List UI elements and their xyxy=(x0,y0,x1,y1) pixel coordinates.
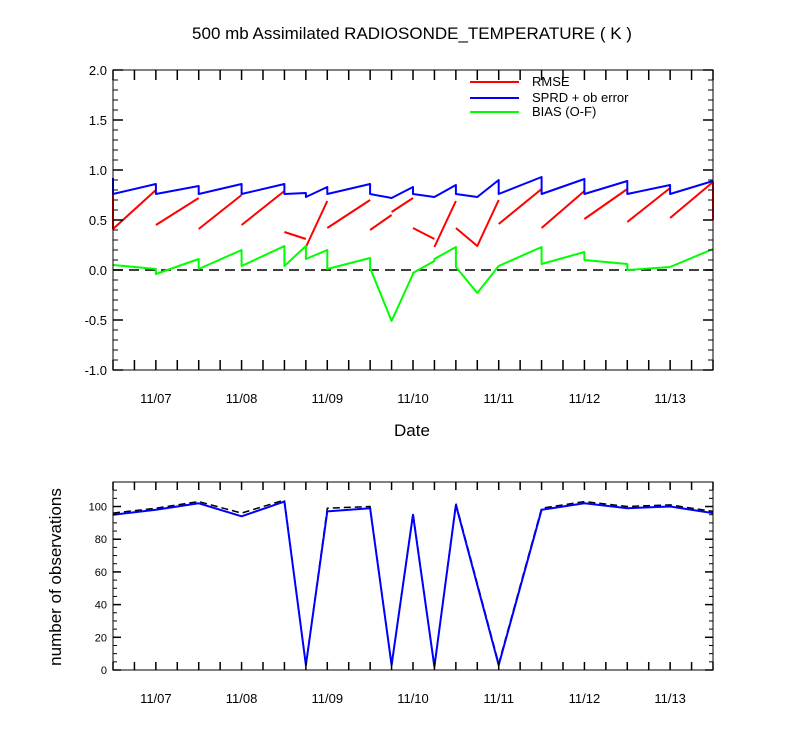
top-x-tick-label: 11/07 xyxy=(140,391,172,406)
top-plot-frame xyxy=(112,69,714,371)
series-line-rmse xyxy=(198,194,243,230)
bottom-y-tick-label: 80 xyxy=(95,534,107,546)
series-line-rmse xyxy=(583,188,628,220)
bottom-chart-ticks: 0 20 40 60 80 100 11/07 11/08 11/09 11/10 11/11 11/… xyxy=(89,481,714,706)
bottom-x-tick-label: 11/07 xyxy=(140,691,172,706)
series-line-rmse xyxy=(626,187,671,223)
series-line-sprd-ob-error xyxy=(112,176,714,199)
bottom-y-tick-label: 20 xyxy=(95,632,107,644)
legend: RMSE SPRD + ob error BIAS (O-F) xyxy=(470,74,629,119)
series-line-rmse xyxy=(304,200,329,248)
bottom-x-tick-label: 11/13 xyxy=(654,691,686,706)
top-y-tick-label: 1.0 xyxy=(89,163,107,178)
bottom-x-tick-label: 11/10 xyxy=(397,691,429,706)
series-line-rmse xyxy=(412,227,435,240)
top-y-tick-label: 0.5 xyxy=(89,213,107,228)
top-x-axis-label: Date xyxy=(394,421,430,440)
bottom-y-tick-label: 100 xyxy=(89,502,107,514)
series-line-rmse xyxy=(498,188,543,225)
series-line-possible-observations xyxy=(112,499,714,668)
top-x-tick-label: 11/09 xyxy=(311,391,343,406)
top-x-tick-label: 11/08 xyxy=(226,391,258,406)
series-line-rmse xyxy=(369,214,393,231)
top-chart-series xyxy=(112,176,714,322)
series-line-rmse xyxy=(326,199,371,229)
series-line-rmse xyxy=(455,199,500,247)
top-x-tick-label: 11/13 xyxy=(654,391,686,406)
series-line-rmse xyxy=(540,190,586,229)
bottom-y-tick-label: 40 xyxy=(95,600,107,612)
bottom-x-tick-label: 11/11 xyxy=(483,691,514,706)
top-y-tick-label: -0.5 xyxy=(85,313,107,328)
legend-label-rmse: RMSE xyxy=(532,74,570,89)
bottom-y-tick-label: 0 xyxy=(101,665,107,677)
chart-title: 500 mb Assimilated RADIOSONDE_TEMPERATUR… xyxy=(192,24,632,43)
series-line-rmse xyxy=(284,231,307,240)
bottom-y-tick-label: 60 xyxy=(95,567,107,579)
top-y-tick-label: 2.0 xyxy=(89,63,107,78)
series-line-rmse xyxy=(391,197,414,213)
top-x-tick-label: 11/10 xyxy=(397,391,429,406)
series-line-rmse xyxy=(155,197,200,226)
bottom-y-axis-label: number of observations xyxy=(46,488,65,666)
bottom-x-tick-label: 11/09 xyxy=(311,691,343,706)
bottom-x-tick-label: 11/08 xyxy=(226,691,258,706)
top-x-tick-label: 11/11 xyxy=(483,391,514,406)
top-y-tick-label: 0.0 xyxy=(89,263,107,278)
series-line-bias-o-f xyxy=(112,245,714,322)
series-line-rmse xyxy=(433,200,457,248)
bottom-x-tick-label: 11/12 xyxy=(569,691,601,706)
bottom-plot-frame xyxy=(112,481,714,671)
top-x-tick-label: 11/12 xyxy=(569,391,601,406)
series-line-rmse xyxy=(240,190,286,226)
legend-label-bias: BIAS (O-F) xyxy=(532,104,596,119)
series-line-assimilated-observations xyxy=(112,500,714,668)
legend-label-sprd: SPRD + ob error xyxy=(532,90,629,105)
bottom-chart-series xyxy=(112,499,714,668)
top-y-tick-label: 1.5 xyxy=(89,113,107,128)
top-chart-ticks: -1.0 -0.5 0.0 0.5 1.0 1.5 2.0 11/07 11/08 11/09 11… xyxy=(85,63,714,406)
top-y-tick-label: -1.0 xyxy=(85,363,107,378)
